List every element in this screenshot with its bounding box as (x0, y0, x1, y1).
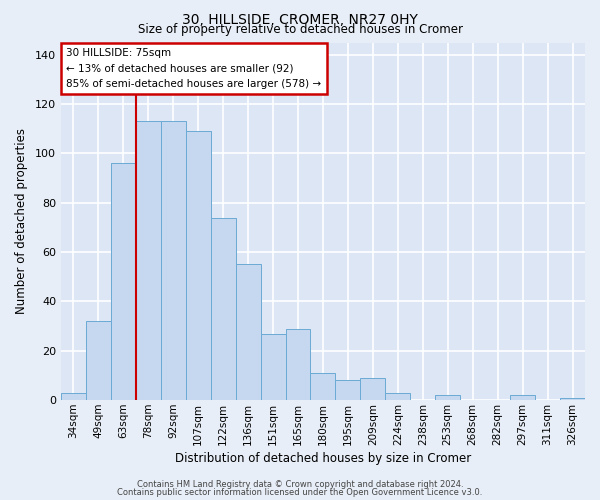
Bar (111, 164, 136, 400)
Y-axis label: Number of detached properties: Number of detached properties (15, 128, 28, 314)
Text: 30, HILLSIDE, CROMER, NR27 0HY: 30, HILLSIDE, CROMER, NR27 0HY (182, 12, 418, 26)
Bar (335, 380, 361, 400)
Bar (236, 264, 260, 400)
X-axis label: Distribution of detached houses by size in Cromer: Distribution of detached houses by size … (175, 452, 471, 465)
Bar (560, 398, 585, 400)
Bar (435, 395, 460, 400)
Bar (310, 373, 335, 400)
Bar (211, 218, 236, 400)
Bar (385, 393, 410, 400)
Bar (510, 395, 535, 400)
Bar (161, 122, 186, 400)
Bar (186, 132, 211, 400)
Bar (361, 378, 385, 400)
Bar (260, 334, 286, 400)
Text: 30 HILLSIDE: 75sqm
← 13% of detached houses are smaller (92)
85% of semi-detache: 30 HILLSIDE: 75sqm ← 13% of detached hou… (66, 48, 321, 89)
Bar (61, 393, 86, 400)
Bar (86, 321, 111, 400)
Text: Size of property relative to detached houses in Cromer: Size of property relative to detached ho… (137, 22, 463, 36)
Bar (136, 122, 161, 400)
Text: Contains HM Land Registry data © Crown copyright and database right 2024.: Contains HM Land Registry data © Crown c… (137, 480, 463, 489)
Text: Contains public sector information licensed under the Open Government Licence v3: Contains public sector information licen… (118, 488, 482, 497)
Bar (286, 328, 310, 400)
